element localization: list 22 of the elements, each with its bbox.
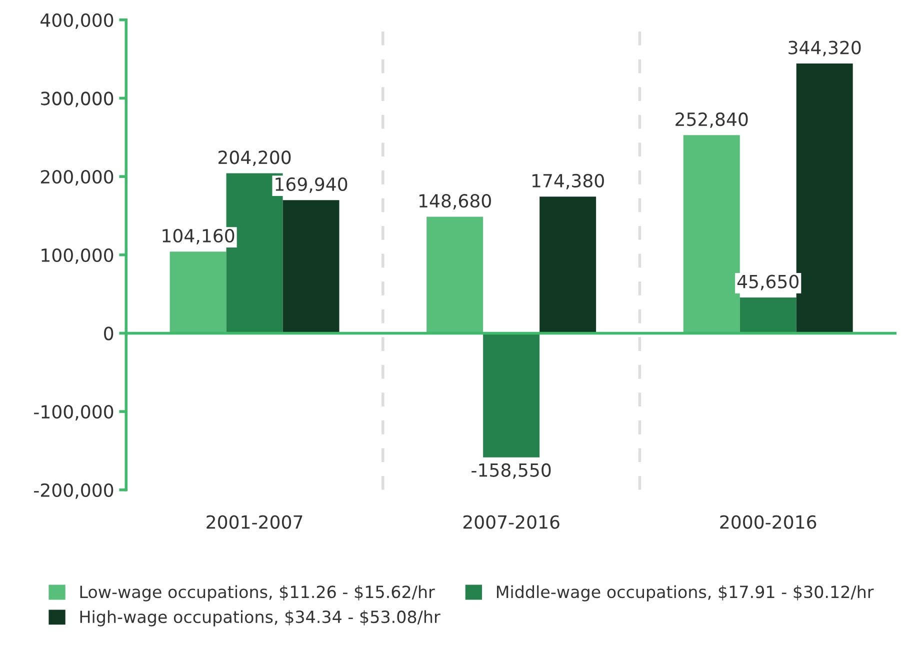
text: 344,320 <box>788 40 861 56</box>
y-tick-label: -100,000 <box>34 405 114 420</box>
y-tick-label: 300,000 <box>41 92 114 108</box>
y-tick-label: 100,000 <box>42 248 114 264</box>
text: 104,160 <box>162 228 234 244</box>
legend-label: Low-wage occupations, $11.26 - $15.62/hr <box>80 585 435 602</box>
text: 148,680 <box>419 194 491 210</box>
y-tick-label: 400,000 <box>40 13 114 29</box>
text: 252,840 <box>676 112 748 128</box>
text: -158,550 <box>472 463 551 479</box>
text: 169,940 <box>276 177 348 193</box>
text: 204,200 <box>218 150 291 166</box>
y-tick-label: -200,000 <box>34 483 114 499</box>
text: 174,380 <box>532 174 604 190</box>
y-tick-label: 0 <box>104 326 114 340</box>
y-tick-label: 200,000 <box>40 170 114 186</box>
legend-label: High-wage occupations, $34.34 - $53.08/hr <box>80 610 440 626</box>
x-tick-label: 2000-2016 <box>720 515 816 529</box>
legend-label: Middle-wage occupations, $17.91 - $30.12/hr <box>496 585 874 602</box>
x-tick-label: 2001-2007 <box>206 515 302 529</box>
text: 45,650 <box>737 274 798 290</box>
x-tick-label: 2007-2016 <box>463 515 560 529</box>
